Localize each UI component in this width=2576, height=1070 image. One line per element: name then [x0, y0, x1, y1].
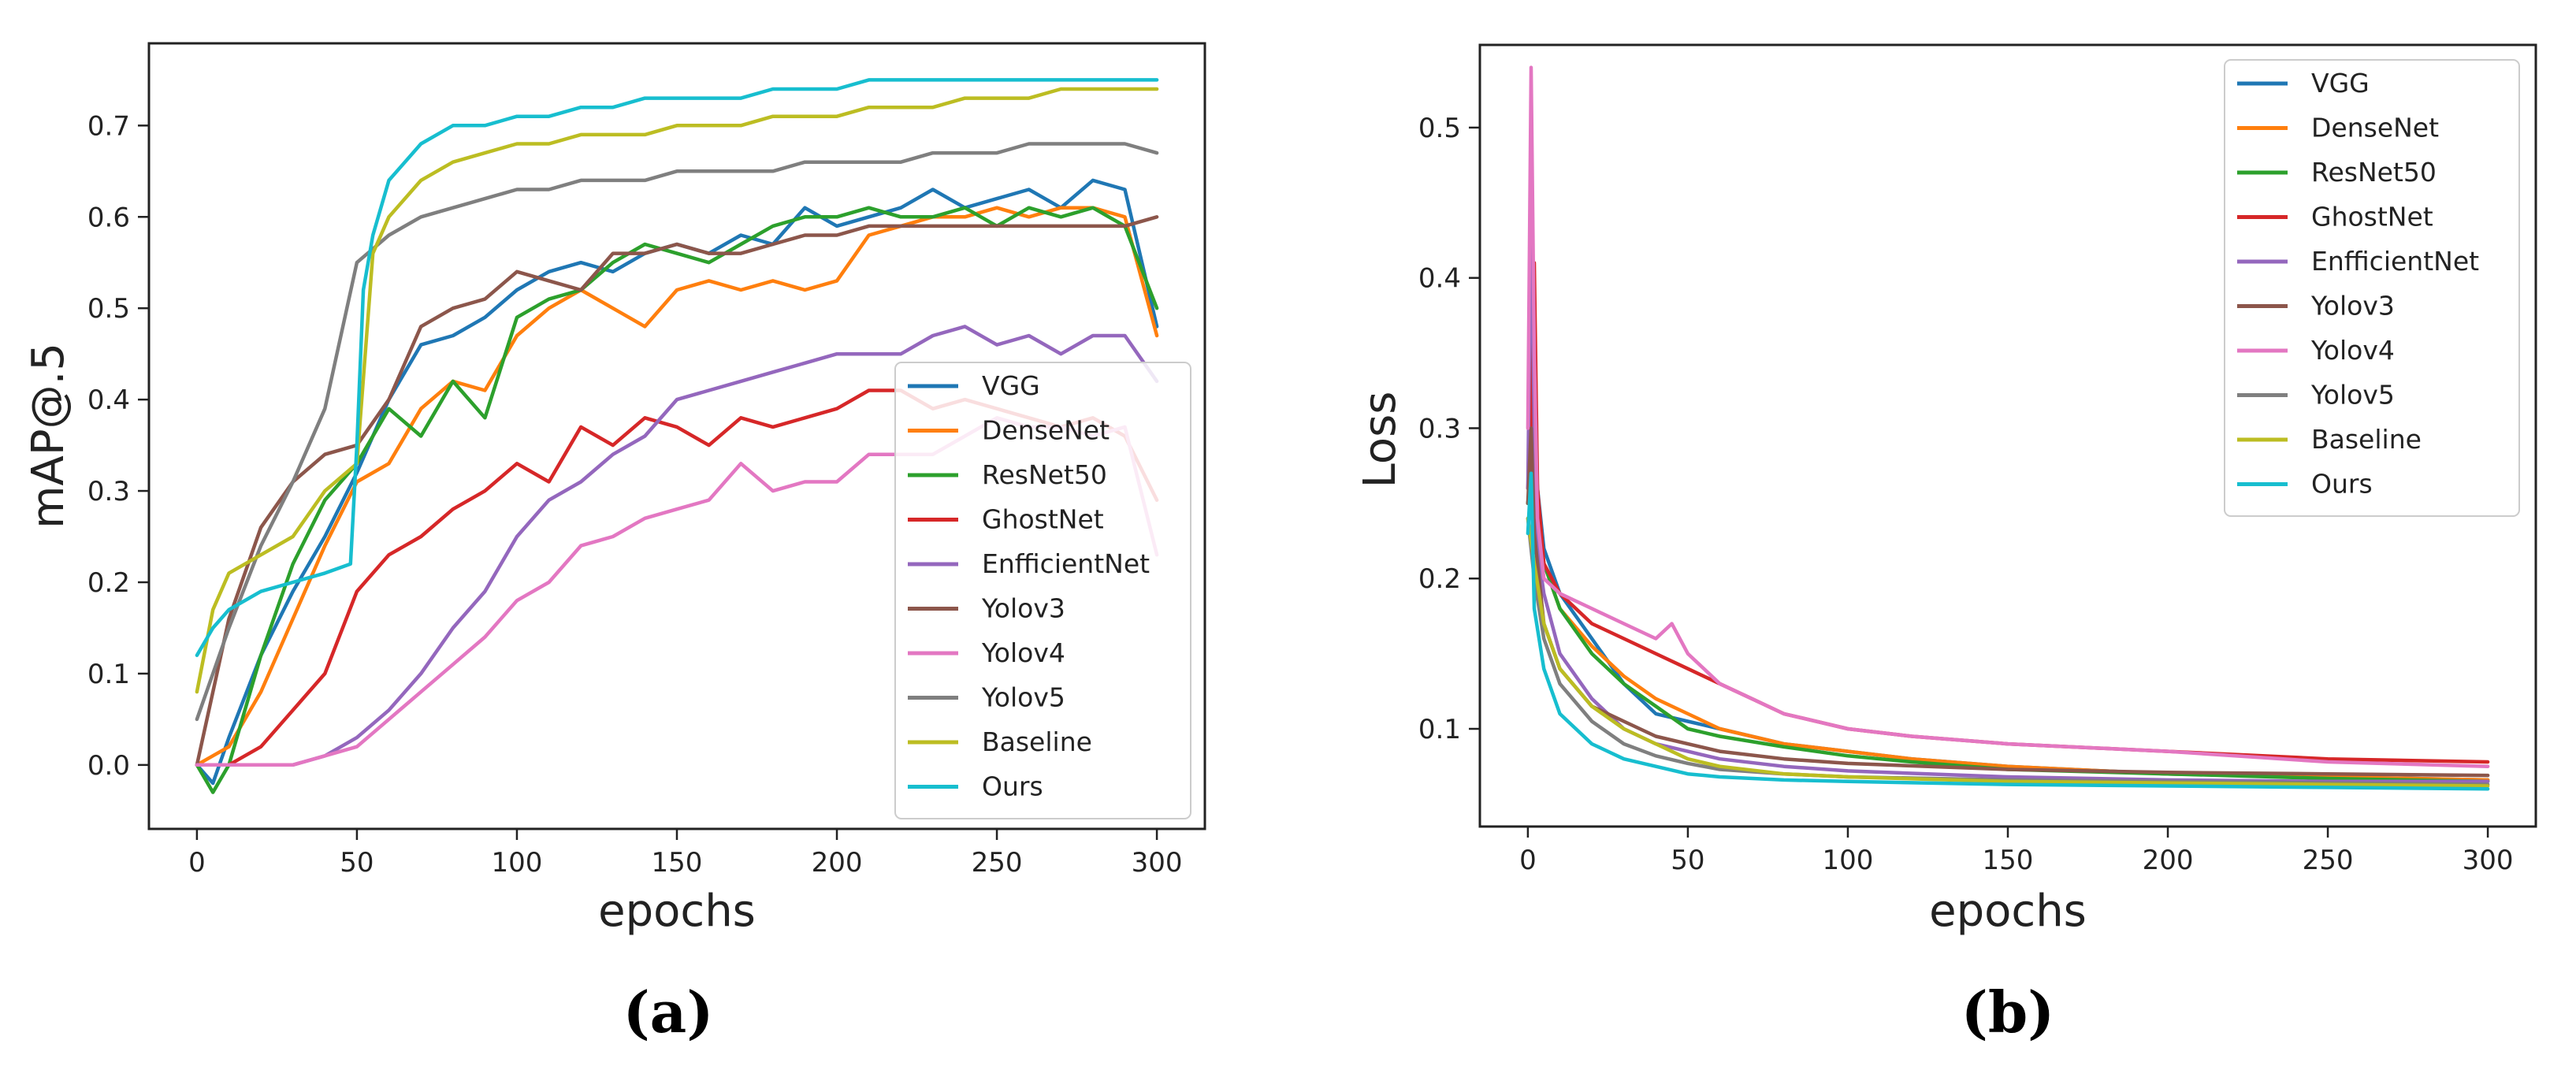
- panel-b-xtick-label: 200: [2143, 845, 2194, 876]
- panel-a-xtick-label: 250: [972, 847, 1023, 879]
- panel-b-series: [1526, 65, 2490, 791]
- panel-a-legend: VGG DenseNet ResNet50 GhostNet EnfficientNet…: [894, 362, 1191, 819]
- panel-b-ylabel: Loss: [1355, 392, 1406, 489]
- panel-b-legend-label-enfficientnet: EnfficientNet: [2311, 246, 2479, 277]
- panel-b-series-line-baseline: [1526, 516, 2490, 788]
- panel-a-legend-label-enfficientnet: EnfficientNet: [982, 548, 1150, 579]
- panel-a-ticks: 0 50 100 150 200 250 300 0.0 0.1 0.2 0.3 0.4 0.5 0.6 0…: [87, 110, 1183, 879]
- panel-a-xtick-label: 100: [492, 847, 543, 879]
- panel-a-legend-label-ghostnet: GhostNet: [982, 504, 1104, 535]
- panel-b-legend-label-yolov4: Yolov4: [2310, 335, 2395, 366]
- panel-b-ytick-label: 0.5: [1418, 113, 1461, 144]
- panel-a-series-line-ours: [195, 78, 1159, 657]
- panel-a-ylabel: mAP@.5: [23, 343, 74, 529]
- panel-b-series-line-yolov4: [1526, 65, 2490, 768]
- panel-b-ticks: 0 50 100 150 200 250 300 0.1 0.2 0.3 0.4 0.5: [1418, 113, 2514, 876]
- panel-a-legend-label-yolov4: Yolov4: [981, 637, 1065, 668]
- panel-a-ytick-label: 0.4: [87, 385, 130, 416]
- panel-b-label: (b): [1961, 979, 2054, 1046]
- panel-b-loss-chart: 0 50 100 150 200 250 300 0.1 0.2 0.3 0.4 0.5 epochs…: [1355, 43, 2537, 1046]
- panel-a-ytick-label: 0.1: [87, 659, 130, 690]
- panel-a-ytick-label: 0.0: [87, 750, 130, 782]
- panel-b-legend-label-resnet50: ResNet50: [2311, 157, 2437, 188]
- panel-b-series-line-yolov3: [1526, 426, 2490, 778]
- panel-b-legend-label-densenet: DenseNet: [2311, 113, 2439, 143]
- panel-a-xtick-label: 50: [340, 847, 374, 879]
- panel-a-legend-label-yolov3: Yolov3: [981, 593, 1065, 624]
- panel-b-legend-label-yolov5: Yolov5: [2310, 380, 2395, 411]
- panel-a-xtick-label: 150: [652, 847, 703, 879]
- panel-b-legend-label-vgg: VGG: [2311, 68, 2370, 98]
- panel-a-series-line-yolov5: [195, 142, 1159, 722]
- panel-b-series-line-ours: [1526, 471, 2490, 791]
- panel-b-legend: VGG DenseNet ResNet50 GhostNet EnfficientNet…: [2224, 59, 2520, 517]
- panel-a-xtick-label: 300: [1132, 847, 1183, 879]
- panel-b-xtick-label: 0: [1519, 845, 1537, 876]
- panel-a-ytick-label: 0.6: [87, 202, 130, 233]
- panel-a-legend-label-densenet: DenseNet: [982, 415, 1110, 446]
- panel-b-ytick-label: 0.1: [1418, 714, 1461, 745]
- panel-b-xtick-label: 100: [1823, 845, 1874, 876]
- panel-a-ytick-label: 0.5: [87, 293, 130, 325]
- panel-b-legend-label-yolov3: Yolov3: [2310, 291, 2395, 321]
- panel-a-xlabel: epochs: [598, 886, 756, 937]
- panel-b-ytick-label: 0.4: [1418, 263, 1461, 295]
- panel-b-xtick-label: 300: [2463, 845, 2514, 876]
- panel-a-series-line-baseline: [195, 87, 1159, 694]
- panel-a-legend-label-resnet50: ResNet50: [982, 459, 1107, 490]
- panel-a-ytick-label: 0.3: [87, 476, 130, 507]
- panel-b-legend-label-ghostnet: GhostNet: [2311, 202, 2433, 232]
- panel-b-legend-box: [2224, 59, 2520, 517]
- panel-b-ytick-label: 0.3: [1418, 413, 1461, 444]
- panel-a-ytick-label: 0.2: [87, 567, 130, 599]
- panel-a-legend-box: [894, 362, 1191, 819]
- panel-b-ytick-label: 0.2: [1418, 563, 1461, 595]
- panel-b-xtick-label: 250: [2303, 845, 2354, 876]
- panel-a-xtick-label: 200: [812, 847, 863, 879]
- panel-a-label: (a): [623, 979, 714, 1046]
- panel-a-map-chart: 0 50 100 150 200 250 300 0.0 0.1 0.2 0.3 0.4 0.5 0.6 0…: [23, 42, 1206, 1046]
- panel-a-series: [195, 78, 1159, 794]
- panel-a-ytick-label: 0.7: [87, 110, 130, 142]
- panel-a-legend-label-baseline: Baseline: [982, 726, 1092, 757]
- panel-a-series-line-enfficientnet: [195, 325, 1159, 767]
- panel-b-legend-label-baseline: Baseline: [2311, 424, 2422, 455]
- panel-b-xtick-label: 150: [1983, 845, 2034, 876]
- panel-a-xtick-label: 0: [188, 847, 206, 879]
- panel-b-xtick-label: 50: [1671, 845, 1704, 876]
- panel-b-legend-label-ours: Ours: [2311, 469, 2373, 500]
- panel-b-xlabel: epochs: [1929, 886, 2087, 937]
- panel-a-series-line-densenet: [195, 206, 1159, 767]
- panel-a-legend-label-vgg: VGG: [982, 370, 1040, 401]
- panel-a-legend-label-ours: Ours: [982, 771, 1043, 802]
- panel-a-legend-label-yolov5: Yolov5: [981, 682, 1065, 713]
